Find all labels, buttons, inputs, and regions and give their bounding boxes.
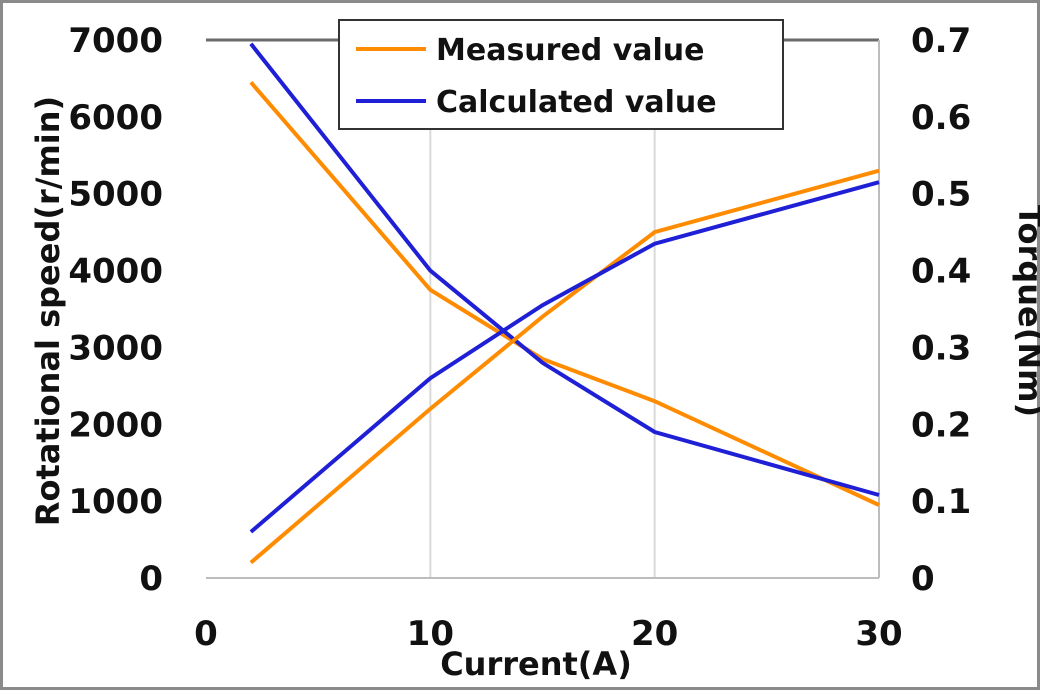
- y-left-tick-label: 7000: [68, 21, 163, 61]
- y-left-tick-label: 2000: [68, 405, 163, 445]
- y-right-tick-label: 0: [911, 559, 935, 599]
- legend-box: [338, 19, 784, 130]
- axis-layer: 0 1000 2000 3000 4000 5000 6000 7000 0 0.1 0.2 0.3 0…: [68, 21, 971, 654]
- y-right-tick-label: 0.4: [911, 252, 971, 292]
- y-left-tick-label: 6000: [68, 98, 163, 138]
- x-tick-label: 10: [407, 614, 454, 654]
- y-right-tick-label: 0.5: [911, 175, 971, 215]
- x-axis-title: Current(A): [440, 645, 632, 683]
- y-left-tick-label: 5000: [68, 175, 163, 215]
- y-right-tick-label: 0.2: [911, 405, 971, 445]
- y-right-axis-title: Torque(Nm): [1011, 205, 1040, 417]
- calculated-torque-line: [249, 180, 880, 534]
- x-tick-label: 20: [631, 614, 678, 654]
- calculated-speed-line: [249, 42, 880, 497]
- y-left-tick-label: 3000: [68, 328, 163, 368]
- y-left-tick-label: 4000: [68, 252, 163, 292]
- y-right-tick-label: 0.6: [911, 98, 971, 138]
- legend-label-measured: Measured value: [436, 33, 705, 68]
- legend: Measured value Calculated value: [338, 19, 784, 130]
- measured-speed-line: [249, 80, 880, 507]
- measured-torque-line: [249, 168, 880, 565]
- y-left-tick-label: 1000: [68, 482, 163, 522]
- x-tick-label: 30: [855, 614, 902, 654]
- y-right-tick-label: 0.1: [911, 482, 971, 522]
- y-left-tick-label: 0: [139, 559, 163, 599]
- legend-label-calculated: Calculated value: [436, 85, 717, 120]
- y-right-tick-label: 0.3: [911, 328, 971, 368]
- series-layer: [249, 42, 880, 565]
- x-tick-label: 0: [194, 614, 218, 654]
- y-right-tick-label: 0.7: [911, 21, 971, 61]
- line-chart: 0 1000 2000 3000 4000 5000 6000 7000 0 0.1 0.2 0.3 0…: [29, 19, 1040, 683]
- y-left-axis-title: Rotational speed(r/min): [29, 96, 67, 526]
